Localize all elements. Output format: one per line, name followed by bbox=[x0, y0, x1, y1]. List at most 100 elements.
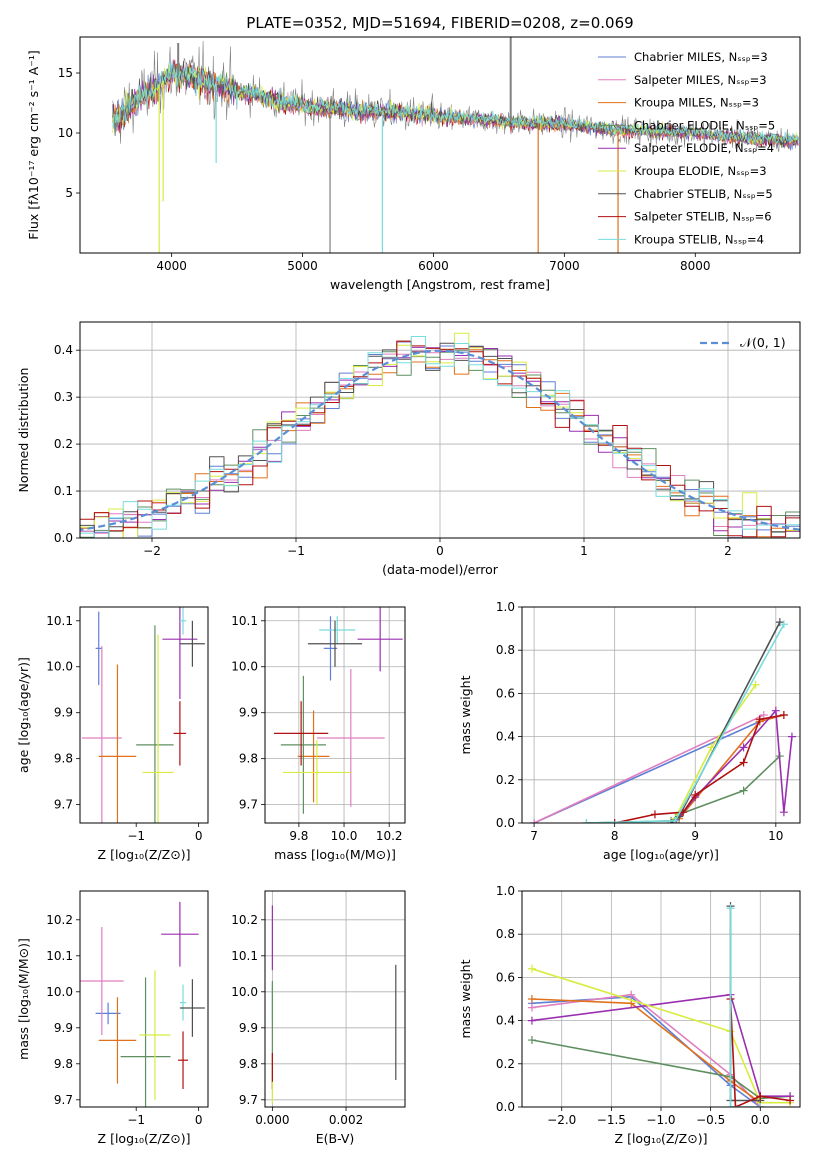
marker-salp_miles bbox=[759, 711, 768, 719]
y-tick-label: 10.2 bbox=[231, 913, 258, 927]
marker-salp_stelib bbox=[756, 1092, 765, 1101]
marker-krou_stelib bbox=[726, 904, 735, 913]
x-tick-label: 0.0 bbox=[751, 1113, 770, 1127]
y-tick-label: 0.1 bbox=[54, 484, 73, 498]
marker-krou_stelib bbox=[779, 620, 788, 629]
x-tick-label: 9.8 bbox=[289, 829, 308, 843]
marker-salp_elodie bbox=[771, 706, 780, 715]
x-tick-label: −1 bbox=[127, 1113, 145, 1127]
observed-spectrum bbox=[112, 40, 799, 153]
age_vs_mass-plot-area bbox=[265, 607, 405, 823]
marker-chab_stelib bbox=[775, 618, 784, 627]
x-tick-label: −2.0 bbox=[547, 1113, 576, 1127]
x-tick-label: 1 bbox=[580, 544, 588, 558]
normal-curve bbox=[80, 349, 800, 531]
marker-krou_stelib bbox=[726, 1103, 735, 1107]
y-tick-label: 10.1 bbox=[231, 949, 258, 963]
x-tick-label: 10 bbox=[768, 829, 783, 843]
series-chab_miles bbox=[531, 995, 761, 1107]
axes-frame bbox=[79, 321, 801, 539]
axes-frame bbox=[264, 890, 406, 1108]
y-axis-label: Normed distribution bbox=[16, 368, 31, 493]
x-tick-label: −0.5 bbox=[696, 1113, 725, 1127]
x-axis-label: wavelength [Angstrom, rest frame] bbox=[330, 277, 550, 292]
x-axis-label: Z [log₁₀(Z/Z⊙)] bbox=[98, 847, 191, 862]
axes-frame bbox=[521, 606, 801, 824]
y-tick-label: 9.7 bbox=[54, 798, 73, 812]
age_vs_z-plot-area bbox=[81, 607, 205, 823]
y-tick-label: 0.2 bbox=[54, 437, 73, 451]
marker-salp_stelib bbox=[739, 758, 748, 767]
x-tick-label: 0 bbox=[195, 829, 203, 843]
y-tick-label: 0.4 bbox=[496, 1014, 515, 1028]
mass_vs_ebv-plot-area bbox=[265, 891, 405, 1107]
y-tick-label: 0.3 bbox=[54, 390, 73, 404]
marker-salp_elodie bbox=[527, 1016, 536, 1025]
marker-salp_stelib bbox=[755, 715, 764, 724]
x-tick-label: 5000 bbox=[287, 259, 318, 273]
x-tick-label: 7 bbox=[530, 829, 538, 843]
x-axis-label: Z [log₁₀(Z/Z⊙)] bbox=[98, 1131, 191, 1146]
x-tick-label: 8000 bbox=[680, 259, 711, 273]
x-tick-label: −1 bbox=[127, 829, 145, 843]
marker-salp_stelib bbox=[786, 1096, 795, 1105]
mass_weight_vs_age-plot-area bbox=[522, 607, 800, 823]
marker-salp_miles bbox=[627, 990, 636, 999]
x-tick-label: 10.0 bbox=[331, 829, 358, 843]
axes-frame bbox=[264, 606, 406, 824]
x-axis-label: E(B-V) bbox=[316, 1131, 355, 1146]
y-tick-label: 0.0 bbox=[496, 816, 515, 830]
y-tick-label: 9.9 bbox=[54, 1021, 73, 1035]
y-tick-label: 10 bbox=[58, 126, 73, 140]
marker-salp_elodie bbox=[779, 808, 788, 817]
y-tick-label: 1.0 bbox=[496, 884, 515, 898]
y-tick-label: 9.8 bbox=[239, 1057, 258, 1071]
y-tick-label: 10.1 bbox=[231, 614, 258, 628]
marker-salp_stelib bbox=[779, 711, 788, 719]
y-tick-label: 10.0 bbox=[231, 660, 258, 674]
y-tick-label: 0.0 bbox=[496, 1100, 515, 1114]
axes-frame bbox=[79, 890, 209, 1108]
legend-label: Salpeter MILES, Nₛₛₚ=3 bbox=[634, 73, 767, 87]
series-krou_stelib bbox=[729, 908, 761, 1107]
y-axis-label: mass weight bbox=[458, 675, 473, 754]
marker-krou_stelib bbox=[582, 819, 591, 823]
histogram-salp_stelib bbox=[80, 340, 800, 538]
marker-krou_elodie bbox=[527, 964, 536, 973]
legend-label: Chabrier ELODIE, Nₛₛₚ=5 bbox=[634, 118, 775, 132]
marker-krou_miles bbox=[527, 995, 536, 1003]
mass_vs_z-plot-area bbox=[80, 901, 205, 1107]
spectrum-plot-area bbox=[112, 37, 799, 253]
y-tick-label: 9.8 bbox=[239, 752, 258, 766]
legend-label: Kroupa STELIB, Nₛₛₚ=4 bbox=[634, 232, 764, 246]
y-tick-label: 5 bbox=[65, 186, 73, 200]
x-tick-label: 9 bbox=[691, 829, 699, 843]
x-tick-label: 0.000 bbox=[255, 1113, 289, 1127]
y-tick-label: 9.8 bbox=[54, 752, 73, 766]
marker-salp_stelib bbox=[731, 1103, 740, 1107]
y-axis-label: mass weight bbox=[458, 959, 473, 1038]
x-tick-label: 0 bbox=[436, 544, 444, 558]
histogram-salp_miles bbox=[80, 350, 800, 538]
y-tick-label: 0.8 bbox=[496, 927, 515, 941]
y-tick-label: 1.0 bbox=[496, 600, 515, 614]
x-tick-label: 0 bbox=[195, 1113, 203, 1127]
y-tick-label: 0.6 bbox=[496, 686, 515, 700]
marker-salp_stelib bbox=[610, 819, 619, 823]
y-tick-label: 0.2 bbox=[496, 773, 515, 787]
series-chab_elodie bbox=[531, 1039, 791, 1100]
legend-label: Kroupa MILES, Nₛₛₚ=3 bbox=[634, 96, 759, 110]
x-tick-label: 7000 bbox=[549, 259, 580, 273]
series-krou_miles bbox=[531, 998, 761, 1104]
y-tick-label: 10.0 bbox=[46, 985, 73, 999]
legend-label: Chabrier MILES, Nₛₛₚ=3 bbox=[634, 50, 768, 64]
y-tick-label: 0.0 bbox=[54, 531, 73, 545]
y-tick-label: 10.0 bbox=[46, 660, 73, 674]
series-salp_stelib bbox=[729, 998, 791, 1107]
x-axis-label: Z [log₁₀(Z/Z⊙)] bbox=[615, 1131, 708, 1146]
x-tick-label: 8 bbox=[611, 829, 619, 843]
axes-frame bbox=[521, 890, 801, 1108]
marker-salp_miles bbox=[530, 819, 539, 823]
y-tick-label: 9.7 bbox=[239, 1093, 258, 1107]
